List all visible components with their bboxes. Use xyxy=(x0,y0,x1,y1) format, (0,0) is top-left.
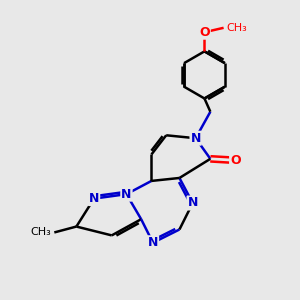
Text: O: O xyxy=(230,154,241,167)
Text: N: N xyxy=(190,132,201,145)
Text: O: O xyxy=(199,26,210,39)
Text: N: N xyxy=(121,188,132,201)
Text: CH₃: CH₃ xyxy=(31,227,51,237)
Text: N: N xyxy=(188,196,198,209)
Text: N: N xyxy=(148,236,158,249)
Text: CH₃: CH₃ xyxy=(226,23,247,33)
Text: N: N xyxy=(89,192,99,205)
